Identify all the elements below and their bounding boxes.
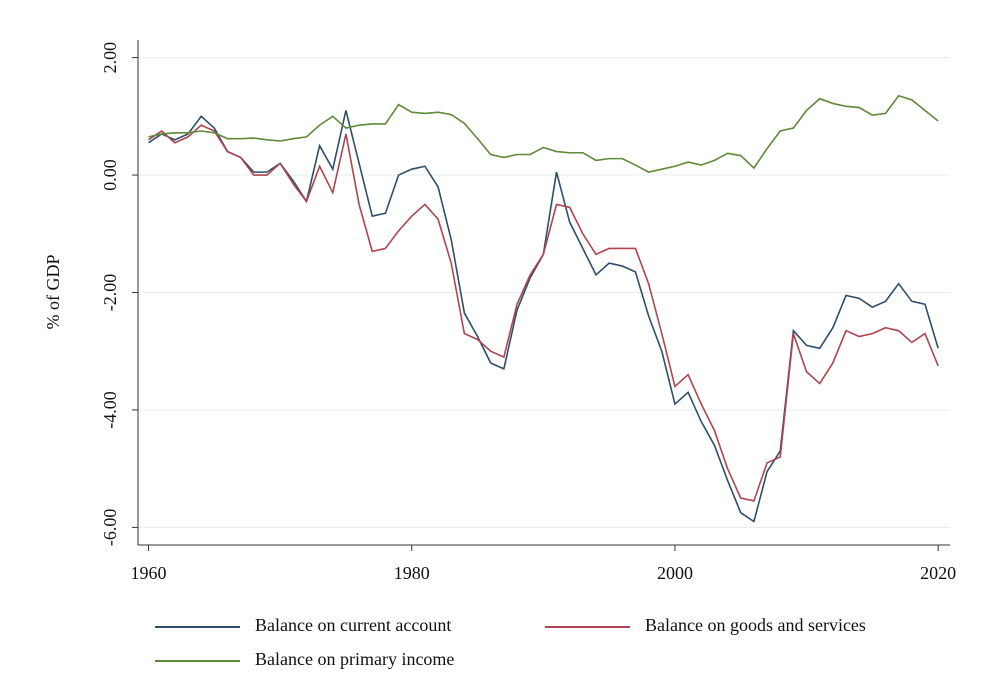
series-line (148, 124, 939, 502)
y-tick-label: -2.00 (100, 274, 120, 312)
y-tick-label: -4.00 (100, 391, 120, 429)
y-tick-label: 2.00 (100, 42, 120, 74)
y-tick-label: -6.00 (100, 509, 120, 547)
series-line (148, 110, 939, 523)
y-axis-label: % of GDP (43, 255, 63, 330)
series-line (148, 94, 939, 173)
legend-label: Balance on goods and services (645, 615, 866, 635)
x-tick-label: 2020 (920, 563, 956, 583)
x-tick-label: 1980 (394, 563, 430, 583)
legend-label: Balance on current account (255, 615, 451, 635)
legend-label: Balance on primary income (255, 649, 454, 669)
y-tick-label: 0.00 (100, 159, 120, 191)
x-tick-label: 2000 (657, 563, 693, 583)
x-tick-label: 1960 (131, 563, 167, 583)
